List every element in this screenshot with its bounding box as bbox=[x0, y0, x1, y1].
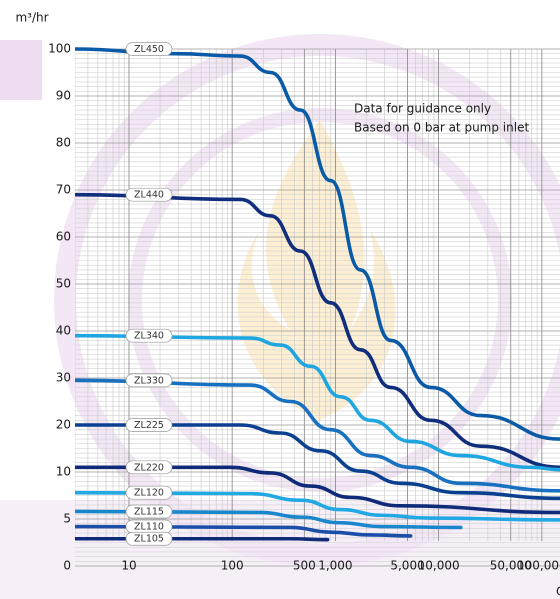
series-label: ZL105 bbox=[134, 534, 164, 545]
series-label: ZL330 bbox=[134, 375, 164, 386]
series-label-box bbox=[125, 485, 173, 500]
series-label: ZL110 bbox=[134, 522, 164, 533]
curve bbox=[75, 47, 560, 441]
series-label: ZL225 bbox=[134, 420, 164, 431]
curve bbox=[75, 378, 560, 493]
y-tick-label: 10 bbox=[56, 465, 71, 479]
x-tick-label: 100,000 bbox=[517, 559, 560, 573]
curve bbox=[75, 465, 560, 515]
series-label: ZL115 bbox=[134, 506, 164, 517]
series-label: ZL450 bbox=[134, 44, 164, 55]
series-label-box bbox=[125, 328, 173, 343]
x-tick-label: 50,000 bbox=[490, 559, 532, 573]
y-tick-label: 90 bbox=[56, 89, 71, 103]
x-tick-label: 100 bbox=[221, 559, 244, 573]
curve bbox=[75, 423, 560, 501]
series-label-box bbox=[125, 418, 173, 432]
series-label: ZL120 bbox=[134, 488, 164, 499]
series-label-box bbox=[125, 42, 173, 56]
curve bbox=[75, 524, 413, 538]
y-tick-label: 40 bbox=[56, 324, 71, 338]
series-label: ZL440 bbox=[134, 190, 164, 201]
series-label-box bbox=[125, 187, 173, 202]
y-axis-label: m³/hr bbox=[15, 11, 48, 25]
curve bbox=[75, 333, 560, 472]
series-label: ZL340 bbox=[134, 331, 164, 342]
y-tick-label: 0 bbox=[63, 559, 71, 573]
y-tick-label: 50 bbox=[56, 277, 71, 291]
annotation: Data for guidance only bbox=[354, 102, 491, 116]
y-tick-label: 80 bbox=[56, 136, 71, 150]
y-tick-label: 60 bbox=[56, 230, 71, 244]
series-label-box bbox=[125, 373, 173, 388]
y-tick-label: 20 bbox=[56, 418, 71, 432]
x-tick-label: 5,000 bbox=[390, 559, 424, 573]
curve bbox=[75, 490, 560, 522]
y-tick-label: 30 bbox=[56, 371, 71, 385]
curve bbox=[75, 192, 560, 470]
x-tick-label: 500 bbox=[293, 559, 316, 573]
series-label: ZL220 bbox=[134, 462, 164, 473]
curve bbox=[75, 509, 463, 530]
x-tick-label: 10 bbox=[121, 559, 136, 573]
y-tick-label: 70 bbox=[56, 183, 71, 197]
series-label-box bbox=[125, 531, 173, 546]
series-label-box bbox=[125, 460, 173, 475]
y-tick-label: 100 bbox=[48, 42, 71, 56]
series-label-box bbox=[125, 504, 173, 519]
x-tick-label: 1,000 bbox=[318, 559, 352, 573]
curve bbox=[75, 536, 330, 542]
y-tick-label: 5 bbox=[63, 512, 71, 526]
annotation: Based on 0 bar at pump inlet bbox=[354, 121, 529, 135]
x-tick-label: 10,000 bbox=[418, 559, 460, 573]
x-axis-label: Q bbox=[556, 585, 560, 599]
